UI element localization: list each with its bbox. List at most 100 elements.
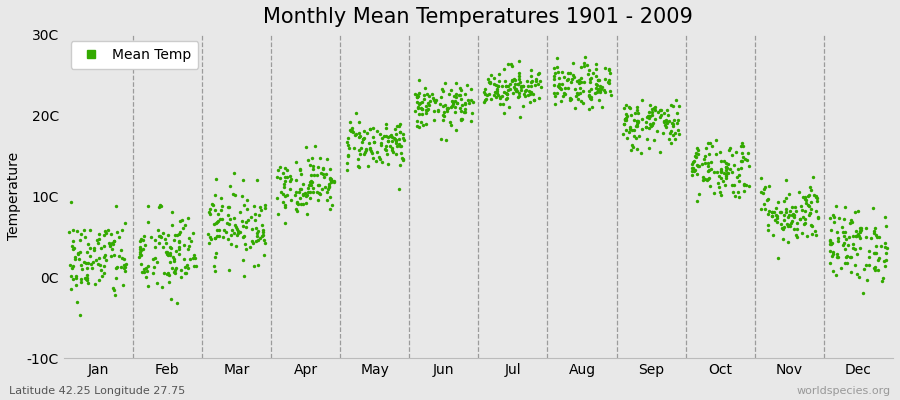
Point	[625, 126, 639, 133]
Point	[393, 162, 408, 168]
Point	[640, 114, 654, 120]
Point	[787, 211, 801, 218]
Point	[853, 229, 868, 236]
Point	[829, 271, 843, 278]
Point	[359, 146, 374, 153]
Point	[422, 102, 436, 108]
Point	[444, 104, 458, 111]
Point	[796, 221, 811, 228]
Point	[389, 140, 403, 146]
Point	[295, 191, 310, 198]
Point	[789, 219, 804, 226]
Point	[419, 106, 434, 113]
Point	[809, 208, 824, 214]
Point	[236, 177, 250, 184]
Point	[352, 119, 366, 125]
Point	[488, 89, 502, 96]
Point	[346, 145, 361, 152]
Point	[137, 233, 151, 239]
Point	[760, 227, 775, 234]
Point	[688, 166, 702, 173]
Point	[670, 110, 684, 116]
Point	[805, 222, 819, 229]
Point	[165, 222, 179, 228]
Point	[563, 95, 578, 102]
Point	[224, 241, 238, 248]
Point	[804, 210, 818, 216]
Point	[240, 206, 255, 212]
Point	[770, 219, 784, 226]
Point	[532, 70, 546, 76]
Point	[602, 77, 616, 83]
Point	[824, 227, 838, 233]
Point	[455, 101, 470, 108]
Point	[716, 178, 730, 185]
Point	[478, 86, 492, 93]
Point	[69, 274, 84, 281]
Point	[546, 90, 561, 96]
Point	[345, 128, 359, 134]
Point	[210, 233, 224, 239]
Point	[93, 231, 107, 237]
Point	[639, 124, 653, 130]
Point	[642, 109, 656, 116]
Point	[562, 96, 577, 103]
Point	[146, 256, 160, 262]
Point	[241, 217, 256, 223]
Point	[653, 107, 668, 113]
Point	[558, 91, 572, 97]
Point	[799, 200, 814, 206]
Point	[844, 217, 859, 223]
Point	[447, 98, 462, 104]
Point	[301, 189, 315, 195]
Point	[529, 78, 544, 84]
Point	[702, 183, 716, 189]
Point	[770, 215, 785, 222]
Point	[712, 149, 726, 155]
Point	[148, 255, 162, 261]
Point	[601, 66, 616, 72]
Point	[342, 145, 356, 152]
Point	[842, 254, 857, 260]
Point	[291, 200, 305, 207]
Point	[659, 117, 673, 123]
Point	[214, 202, 229, 209]
Point	[161, 252, 176, 258]
Point	[700, 162, 715, 169]
Point	[118, 268, 132, 275]
Point	[593, 88, 608, 94]
Point	[714, 174, 728, 181]
Point	[729, 149, 743, 156]
Point	[666, 121, 680, 127]
Point	[361, 162, 375, 169]
Point	[576, 88, 590, 94]
Point	[66, 276, 80, 283]
Point	[585, 104, 599, 110]
Point	[320, 156, 334, 162]
Point	[148, 237, 163, 243]
Point	[787, 225, 801, 232]
Point	[810, 195, 824, 201]
Point	[68, 256, 82, 263]
Point	[844, 254, 859, 260]
Point	[713, 189, 727, 195]
Point	[740, 157, 754, 163]
Point	[323, 178, 338, 184]
Point	[74, 231, 88, 238]
Point	[172, 251, 186, 257]
Point	[208, 235, 222, 241]
Point	[737, 180, 751, 187]
Point	[668, 130, 682, 136]
Point	[871, 257, 886, 263]
Point	[878, 214, 893, 220]
Point	[570, 90, 584, 96]
Point	[685, 160, 699, 167]
Point	[177, 222, 192, 229]
Point	[364, 148, 378, 154]
Point	[811, 214, 825, 221]
Point	[64, 273, 78, 280]
Point	[390, 123, 404, 130]
Point	[220, 236, 235, 242]
Point	[561, 85, 575, 92]
Point	[710, 168, 724, 175]
